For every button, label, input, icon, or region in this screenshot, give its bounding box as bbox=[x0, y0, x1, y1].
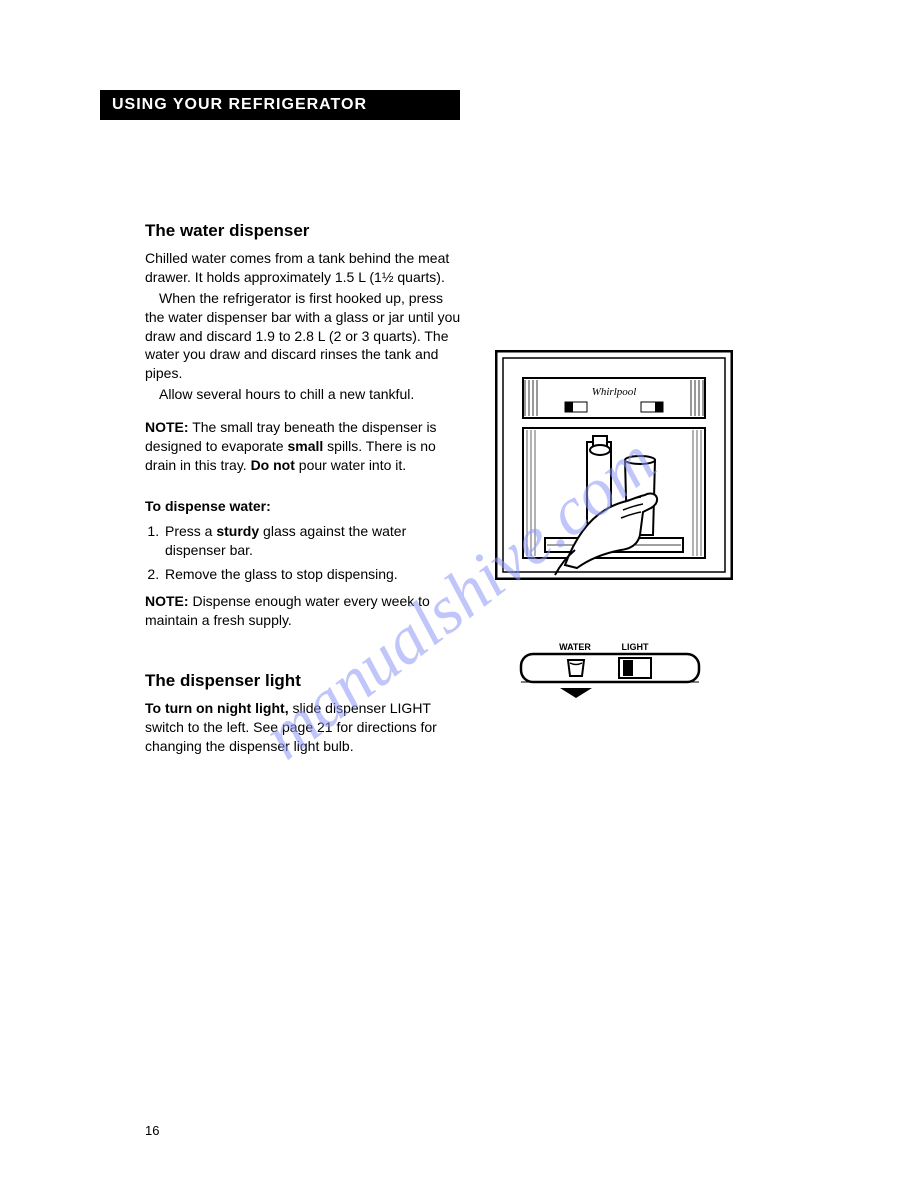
section1-p3: Allow several hours to chill a new tankf… bbox=[145, 385, 465, 404]
dispenser-figure: Whirlpool bbox=[495, 350, 745, 580]
right-column: Whirlpool bbox=[495, 220, 745, 758]
section2: The dispenser light To turn on night lig… bbox=[145, 670, 465, 756]
light-switch-illustration-icon: WATER LIGHT bbox=[515, 640, 705, 700]
left-column: The water dispenser Chilled water comes … bbox=[145, 220, 465, 758]
note1-label: NOTE: bbox=[145, 419, 189, 435]
note1-bold: small bbox=[287, 438, 323, 454]
note1-text3: pour water into it. bbox=[295, 457, 406, 473]
step-2: Remove the glass to stop dispensing. bbox=[163, 565, 465, 584]
section1-p1: Chilled water comes from a tank behind t… bbox=[145, 249, 465, 287]
step1b: sturdy bbox=[216, 523, 259, 539]
note2-text: Dispense enough water every week to main… bbox=[145, 593, 430, 628]
section2-title: The dispenser light bbox=[145, 670, 465, 693]
section1-note1: NOTE: The small tray beneath the dispens… bbox=[145, 418, 465, 475]
dispenser-illustration-icon: Whirlpool bbox=[495, 350, 733, 580]
section1-note2: NOTE: Dispense enough water every week t… bbox=[145, 592, 465, 630]
note1-bold2: Do not bbox=[251, 457, 295, 473]
svg-text:Whirlpool: Whirlpool bbox=[592, 386, 637, 398]
step1a: Press a bbox=[165, 523, 216, 539]
content-area: The water dispenser Chilled water comes … bbox=[145, 220, 818, 758]
note2-label: NOTE: bbox=[145, 593, 189, 609]
section2-p1-bold: To turn on night light, bbox=[145, 700, 289, 716]
section1-title: The water dispenser bbox=[145, 220, 465, 243]
page-number: 16 bbox=[145, 1123, 159, 1138]
header-title: USING YOUR REFRIGERATOR bbox=[112, 96, 367, 113]
section2-p1: To turn on night light, slide dispenser … bbox=[145, 699, 465, 756]
light-switch-figure: WATER LIGHT bbox=[515, 640, 745, 700]
step-1: Press a sturdy glass against the water d… bbox=[163, 522, 465, 560]
svg-text:LIGHT: LIGHT bbox=[622, 642, 649, 652]
list-title: To dispense water: bbox=[145, 497, 465, 516]
svg-text:WATER: WATER bbox=[559, 642, 591, 652]
header-bar: USING YOUR REFRIGERATOR bbox=[100, 90, 460, 120]
steps-list: Press a sturdy glass against the water d… bbox=[145, 522, 465, 585]
section1-p2: When the refrigerator is first hooked up… bbox=[145, 289, 465, 383]
